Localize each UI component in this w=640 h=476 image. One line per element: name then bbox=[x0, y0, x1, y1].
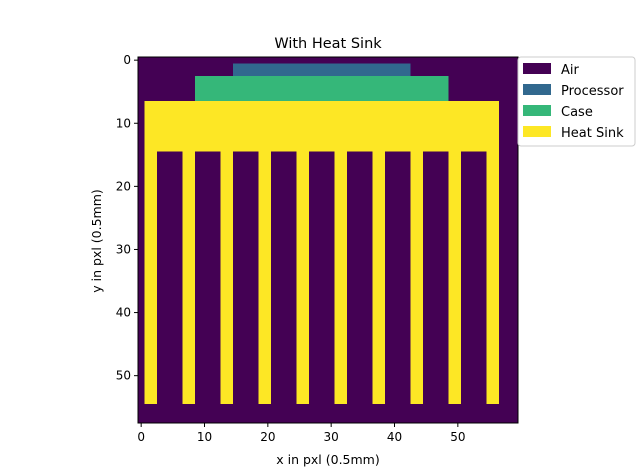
y-tick-label: 0 bbox=[123, 53, 131, 67]
y-tick-label: 20 bbox=[116, 179, 131, 193]
x-tick-label: 30 bbox=[324, 430, 339, 444]
heat-sink-fin-8 bbox=[410, 151, 423, 405]
x-tick-label: 20 bbox=[260, 430, 275, 444]
x-tick-label: 10 bbox=[197, 430, 212, 444]
region-heat-sink bbox=[144, 101, 500, 152]
plot-area bbox=[137, 56, 519, 424]
legend-label-case: Case bbox=[561, 105, 593, 120]
y-tick-label: 10 bbox=[116, 116, 131, 130]
plot-frame bbox=[137, 56, 519, 424]
legend-label-air: Air bbox=[561, 63, 580, 78]
legend-box bbox=[517, 56, 636, 147]
legend-label-processor: Processor bbox=[561, 84, 624, 99]
legend: Air Processor Case Heat Sink bbox=[517, 56, 636, 147]
chart-title: With Heat Sink bbox=[274, 36, 382, 52]
y-tick-label: 30 bbox=[116, 242, 131, 256]
y-axis-ticks: 0 10 20 30 40 50 bbox=[116, 53, 138, 383]
y-tick-label: 40 bbox=[116, 306, 131, 320]
x-axis-ticks: 0 10 20 30 40 50 bbox=[137, 423, 465, 444]
heat-sink-fin-9 bbox=[448, 151, 461, 405]
heat-sink-fin-3 bbox=[220, 151, 233, 405]
heat-sink-fin-10 bbox=[486, 151, 499, 405]
x-tick-label: 0 bbox=[137, 430, 145, 444]
y-tick-label: 50 bbox=[116, 369, 131, 383]
heat-sink-fin-2 bbox=[182, 151, 195, 405]
heat-sink-fin-7 bbox=[372, 151, 385, 405]
legend-swatch-processor bbox=[523, 84, 551, 95]
legend-swatch-case bbox=[523, 105, 551, 116]
legend-label-heat-sink: Heat Sink bbox=[561, 126, 624, 141]
legend-swatch-air bbox=[523, 63, 551, 74]
region-processor bbox=[233, 63, 411, 76]
region-case bbox=[195, 75, 449, 102]
y-axis-label: y in pxl (0.5mm) bbox=[89, 189, 104, 293]
x-axis-label: x in pxl (0.5mm) bbox=[276, 452, 380, 467]
x-tick-label: 50 bbox=[450, 430, 465, 444]
heat-sink-fin-1 bbox=[144, 151, 157, 405]
legend-swatch-heat-sink bbox=[523, 126, 551, 137]
heat-sink-fin-5 bbox=[296, 151, 309, 405]
x-tick-label: 40 bbox=[387, 430, 402, 444]
heat-sink-fin-4 bbox=[258, 151, 271, 405]
heat-sink-fin-6 bbox=[334, 151, 347, 405]
